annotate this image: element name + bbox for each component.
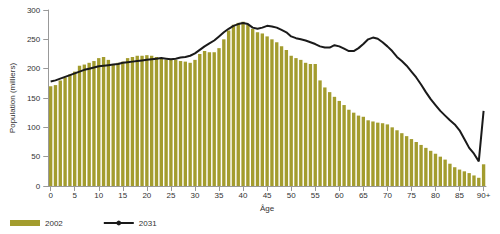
svg-text:60: 60	[335, 191, 344, 200]
svg-text:250: 250	[27, 35, 41, 44]
svg-text:300: 300	[27, 6, 41, 15]
svg-text:20: 20	[142, 191, 151, 200]
svg-text:Population (milliers): Population (milliers)	[8, 63, 17, 134]
svg-text:65: 65	[359, 191, 368, 200]
svg-text:0: 0	[36, 182, 41, 191]
svg-text:70: 70	[383, 191, 392, 200]
svg-text:40: 40	[239, 191, 248, 200]
svg-text:Âge: Âge	[260, 204, 275, 213]
svg-text:200: 200	[27, 64, 41, 73]
svg-text:30: 30	[191, 191, 200, 200]
svg-text:25: 25	[166, 191, 175, 200]
svg-text:2002: 2002	[45, 219, 63, 228]
svg-text:150: 150	[27, 94, 41, 103]
svg-text:10: 10	[94, 191, 103, 200]
svg-text:55: 55	[311, 191, 320, 200]
svg-text:45: 45	[263, 191, 272, 200]
svg-text:35: 35	[215, 191, 224, 200]
svg-text:5: 5	[72, 191, 77, 200]
svg-text:50: 50	[31, 152, 40, 161]
svg-text:2031: 2031	[139, 219, 157, 228]
svg-text:85: 85	[455, 191, 464, 200]
svg-text:90+: 90+	[477, 191, 491, 200]
svg-text:15: 15	[118, 191, 127, 200]
svg-text:75: 75	[407, 191, 416, 200]
svg-text:0: 0	[48, 191, 53, 200]
svg-text:80: 80	[431, 191, 440, 200]
svg-text:100: 100	[27, 123, 41, 132]
svg-text:50: 50	[287, 191, 296, 200]
